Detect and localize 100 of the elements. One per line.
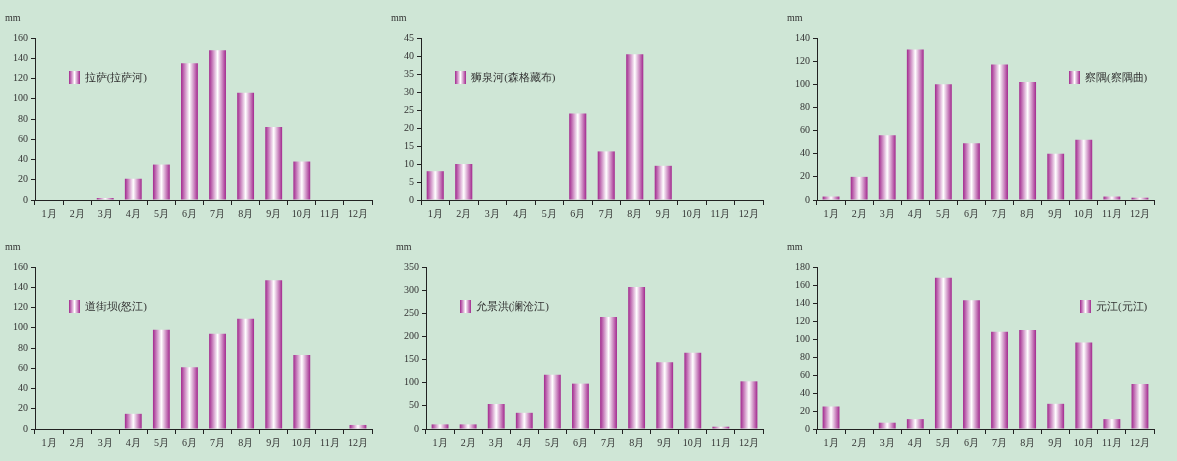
y-tick-label: 20	[800, 404, 810, 416]
x-tick-label: 2月	[851, 207, 867, 219]
x-tick-label: 3月	[488, 436, 504, 448]
bar	[850, 176, 868, 200]
y-tick-label: 0	[23, 193, 28, 205]
x-tick-label: 3月	[879, 207, 895, 219]
bar	[209, 333, 226, 428]
y-tick-label: 200	[404, 329, 419, 341]
x-tick-label: 10月	[1073, 207, 1094, 219]
x-tick-label: 2月	[851, 436, 867, 448]
bar	[934, 277, 952, 428]
x-tick-label: 1月	[823, 436, 839, 448]
x-tick-label: 12月	[347, 436, 368, 448]
bar	[237, 318, 255, 428]
y-tick-label: 25	[404, 103, 414, 115]
y-tick-label: 10	[404, 157, 414, 169]
x-tick-label: 4月	[907, 436, 923, 448]
bar	[349, 424, 367, 428]
bar	[597, 151, 615, 200]
bar	[124, 413, 142, 428]
bar	[991, 331, 1008, 428]
x-tick-label: 2月	[460, 436, 476, 448]
x-tick-label: 12月	[1129, 436, 1150, 448]
bar	[1019, 329, 1037, 428]
x-tick-label: 5月	[544, 436, 560, 448]
x-tick-label: 8月	[629, 436, 645, 448]
x-tick-label: 2月	[456, 207, 472, 219]
x-tick-label: 12月	[1129, 207, 1150, 219]
y-tick-label: 80	[800, 101, 810, 113]
x-tick-label: 5月	[153, 436, 169, 448]
x-tick-label: 1月	[427, 207, 443, 219]
bar	[628, 286, 646, 428]
bar	[181, 63, 198, 200]
legend-label: 察隅(察隅曲)	[1084, 70, 1148, 86]
x-tick-label: 9月	[657, 436, 673, 448]
y-tick-label: 30	[404, 85, 414, 97]
y-tick-label: 80	[18, 341, 28, 353]
x-tick-label: 10月	[291, 436, 312, 448]
x-tick-label: 11月	[711, 436, 731, 448]
bar	[654, 165, 672, 200]
x-tick-label: 7月	[992, 436, 1008, 448]
x-tick-label: 4月	[125, 207, 141, 219]
bar	[600, 316, 617, 428]
bar	[740, 380, 758, 428]
legend-label: 允景洪(澜沧江)	[475, 298, 550, 314]
x-tick-label: 6月	[181, 436, 197, 448]
y-axis-title: mm	[391, 12, 407, 23]
x-tick-label: 8月	[238, 436, 254, 448]
x-tick-label: 12月	[738, 436, 759, 448]
y-tick-label: 5	[409, 175, 414, 187]
y-tick-label: 60	[18, 361, 28, 373]
bar	[878, 422, 896, 428]
y-tick-label: 100	[404, 375, 419, 387]
bar	[878, 135, 896, 200]
y-tick-label: 20	[18, 401, 28, 413]
bar	[934, 84, 952, 200]
bar	[963, 299, 980, 428]
bar	[991, 64, 1008, 200]
x-tick-label: 1月	[432, 436, 448, 448]
y-tick-label: 20	[800, 170, 810, 182]
x-tick-label: 8月	[238, 207, 254, 219]
bar	[293, 354, 311, 428]
y-tick-label: 60	[800, 124, 810, 136]
x-tick-label: 10月	[1073, 436, 1094, 448]
x-tick-label: 6月	[963, 436, 979, 448]
bar	[515, 412, 533, 428]
bar	[265, 127, 283, 200]
y-tick-label: 40	[18, 153, 28, 165]
x-tick-label: 9月	[1048, 436, 1064, 448]
y-tick-label: 100	[795, 77, 810, 89]
bar	[265, 279, 283, 428]
y-tick-label: 160	[13, 260, 28, 272]
x-tick-label: 2月	[69, 436, 85, 448]
y-tick-label: 150	[404, 352, 419, 364]
x-tick-label: 1月	[41, 436, 57, 448]
x-tick-label: 9月	[1048, 207, 1064, 219]
x-tick-label: 11月	[710, 207, 731, 219]
x-tick-label: 5月	[153, 207, 169, 219]
y-axis-title: mm	[787, 12, 803, 23]
x-tick-label: 7月	[210, 207, 226, 219]
y-axis-title: mm	[5, 240, 21, 252]
y-tick-label: 0	[414, 422, 419, 434]
x-tick-label: 3月	[484, 207, 500, 219]
bar	[1075, 342, 1093, 428]
bar	[426, 171, 444, 200]
y-tick-label: 20	[18, 173, 28, 185]
y-tick-label: 140	[795, 296, 810, 308]
bar	[181, 366, 198, 428]
x-tick-label: 8月	[1020, 207, 1036, 219]
bar	[543, 374, 561, 428]
y-tick-label: 40	[18, 381, 28, 393]
x-tick-label: 11月	[320, 207, 340, 219]
x-tick-label: 3月	[97, 207, 113, 219]
bar	[152, 164, 170, 200]
x-tick-label: 7月	[992, 207, 1008, 219]
legend-label: 狮泉河(森格藏布)	[471, 70, 556, 86]
y-tick-label: 50	[409, 398, 419, 410]
bar	[152, 329, 170, 428]
bar	[487, 403, 505, 428]
y-tick-label: 250	[404, 306, 419, 318]
